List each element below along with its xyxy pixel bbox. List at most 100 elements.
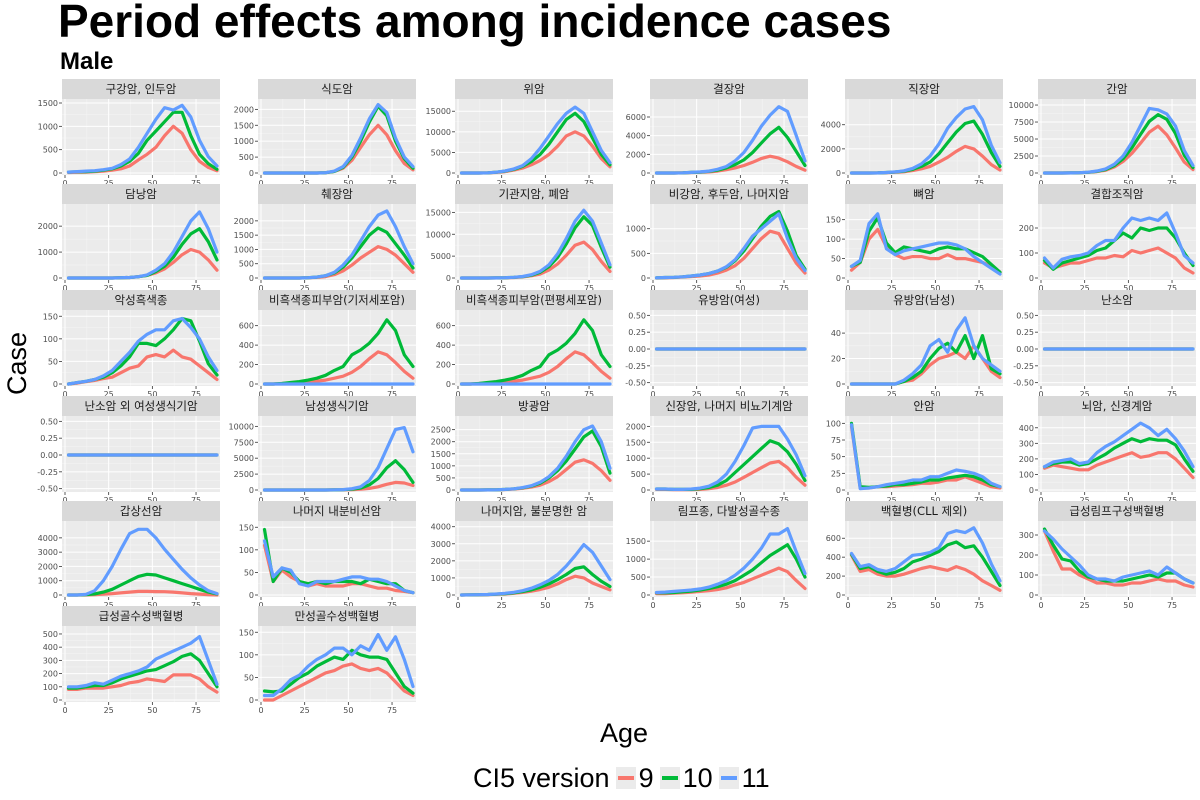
x-tick-label: 0 — [62, 179, 67, 188]
y-tick-label: 600 — [239, 322, 254, 331]
y-tick-label: 1500 — [626, 537, 646, 546]
x-tick-label: 0 — [1038, 179, 1043, 188]
facet-strip-label: 급성림프구성백혈병 — [1069, 504, 1164, 518]
facet-strip-label: 난소암 — [1101, 293, 1133, 307]
y-tick-label: 4000 — [821, 121, 841, 130]
x-tick-label: 0 — [62, 284, 67, 293]
y-tick-label: 1500 — [234, 231, 254, 240]
y-tick-label: 500 — [631, 470, 646, 479]
x-tick-label: 25 — [887, 284, 897, 293]
y-tick-label: 150 — [43, 312, 58, 321]
y-tick-label: 100 — [239, 651, 254, 660]
x-tick-label: 50 — [930, 390, 940, 399]
x-tick-label: 25 — [104, 706, 114, 715]
x-tick-label: 75 — [191, 284, 201, 293]
series-line-9 — [66, 673, 219, 694]
x-tick-label: 75 — [191, 179, 201, 188]
x-tick-label: 25 — [300, 706, 310, 715]
y-tick-label: 100 — [1019, 249, 1034, 258]
x-tick-label: 0 — [62, 706, 67, 715]
facet-strip-label: 신장암, 나머지 비뇨기계암 — [665, 399, 793, 413]
x-tick-label: 50 — [343, 179, 353, 188]
y-tick-label: 0.50 — [40, 417, 58, 426]
x-tick-label: 50 — [1123, 601, 1133, 610]
facet-strip-label: 급성골수성백혈병 — [99, 609, 184, 623]
y-tick-label: 15000 — [426, 107, 451, 116]
facet-panel: 만성골수성백혈병 0 25 50 75 0 50 100 150 — [239, 606, 416, 715]
x-tick-label: 75 — [584, 496, 594, 505]
facet-strip — [62, 606, 220, 626]
facet-strip — [258, 396, 416, 416]
series-line-9 — [1042, 451, 1195, 480]
facet-strip-label: 췌장암 — [321, 187, 353, 201]
x-tick-label: 50 — [147, 390, 157, 399]
x-tick-label: 50 — [343, 284, 353, 293]
y-tick-label: 2000 — [234, 105, 254, 114]
facet-strip — [455, 501, 613, 521]
series-line-11 — [654, 526, 807, 595]
facet-strip-label: 식도암 — [321, 82, 353, 96]
series-line-9 — [849, 227, 1002, 274]
y-tick-label: 10000 — [1009, 101, 1034, 110]
x-tick-label: 75 — [1167, 179, 1177, 188]
facet-panel: 급성림프구성백혈병 0 25 50 75 0 100 200 300 — [1019, 501, 1196, 610]
x-tick-label: 75 — [974, 390, 984, 399]
y-tick-label: 0 — [836, 591, 841, 600]
x-tick-label: 50 — [930, 179, 940, 188]
y-tick-label: 400 — [43, 643, 58, 652]
x-tick-label: 25 — [300, 496, 310, 505]
series-line-9 — [262, 662, 415, 702]
x-tick-label: 0 — [62, 601, 67, 610]
x-tick-label: 25 — [887, 601, 897, 610]
y-tick-label: 100 — [1019, 470, 1034, 479]
x-tick-label: 75 — [387, 601, 397, 610]
y-tick-label: 0 — [249, 274, 254, 283]
y-tick-label: 0.25 — [40, 434, 58, 443]
y-tick-label: 2000 — [234, 217, 254, 226]
x-tick-label: 25 — [1080, 496, 1090, 505]
y-tick-label: 400 — [1019, 424, 1034, 433]
x-tick-label: 0 — [650, 601, 655, 610]
facet-strip — [62, 501, 220, 521]
x-tick-label: 75 — [1167, 390, 1177, 399]
legend-key-9 — [615, 767, 636, 789]
series-line-10 — [1042, 527, 1195, 585]
x-tick-label: 0 — [455, 496, 460, 505]
y-tick-label: -0.50 — [625, 379, 646, 388]
facet-strip-label: 백혈병(CLL 제외) — [881, 504, 967, 518]
y-tick-label: 400 — [436, 341, 451, 350]
x-tick-label: 75 — [974, 496, 984, 505]
y-tick-label: 200 — [1019, 224, 1034, 233]
y-tick-label: 0 — [446, 380, 451, 389]
series-line-9 — [1042, 246, 1195, 275]
x-tick-label: 75 — [387, 179, 397, 188]
facet-panel: 식도암 0 25 50 75 0 500 1000 1500 2000 — [234, 79, 416, 188]
x-tick-label: 0 — [845, 390, 850, 399]
y-tick-label: 15000 — [426, 208, 451, 217]
series-line-11 — [849, 423, 1002, 491]
x-tick-label: 0 — [845, 284, 850, 293]
facet-panel: 림프종, 다발성골수종 0 25 50 75 0 500 1000 1500 — [626, 501, 808, 610]
x-tick-label: 50 — [735, 284, 745, 293]
facet-strip — [455, 396, 613, 416]
series-line-9 — [849, 553, 1002, 592]
facet-panel: 결합조직암 0 25 50 75 0 100 200 — [1019, 184, 1196, 293]
facet-strip-label: 난소암 외 여성생식기암 — [84, 399, 198, 413]
facet-strip — [455, 79, 613, 99]
facet-panel: 기관지암, 폐암 0 25 50 75 0 5000 10000 15000 — [426, 184, 613, 293]
x-tick-label: 50 — [147, 496, 157, 505]
series-line-9 — [1042, 529, 1195, 589]
facet-strip-label: 갑상선암 — [120, 504, 163, 518]
y-tick-label: 200 — [239, 361, 254, 370]
series-line-10 — [262, 648, 415, 695]
facet-strip — [845, 290, 1003, 310]
facet-strip — [1038, 501, 1196, 521]
facet-strip-label: 구강암, 인두암 — [106, 82, 177, 96]
x-tick-label: 0 — [455, 601, 460, 610]
y-tick-label: 50 — [831, 453, 841, 462]
x-tick-label: 0 — [1038, 601, 1043, 610]
legend-title: CI5 version — [473, 762, 610, 793]
y-tick-label: 200 — [43, 670, 58, 679]
y-tick-label: 50 — [244, 568, 254, 577]
x-tick-label: 25 — [300, 179, 310, 188]
